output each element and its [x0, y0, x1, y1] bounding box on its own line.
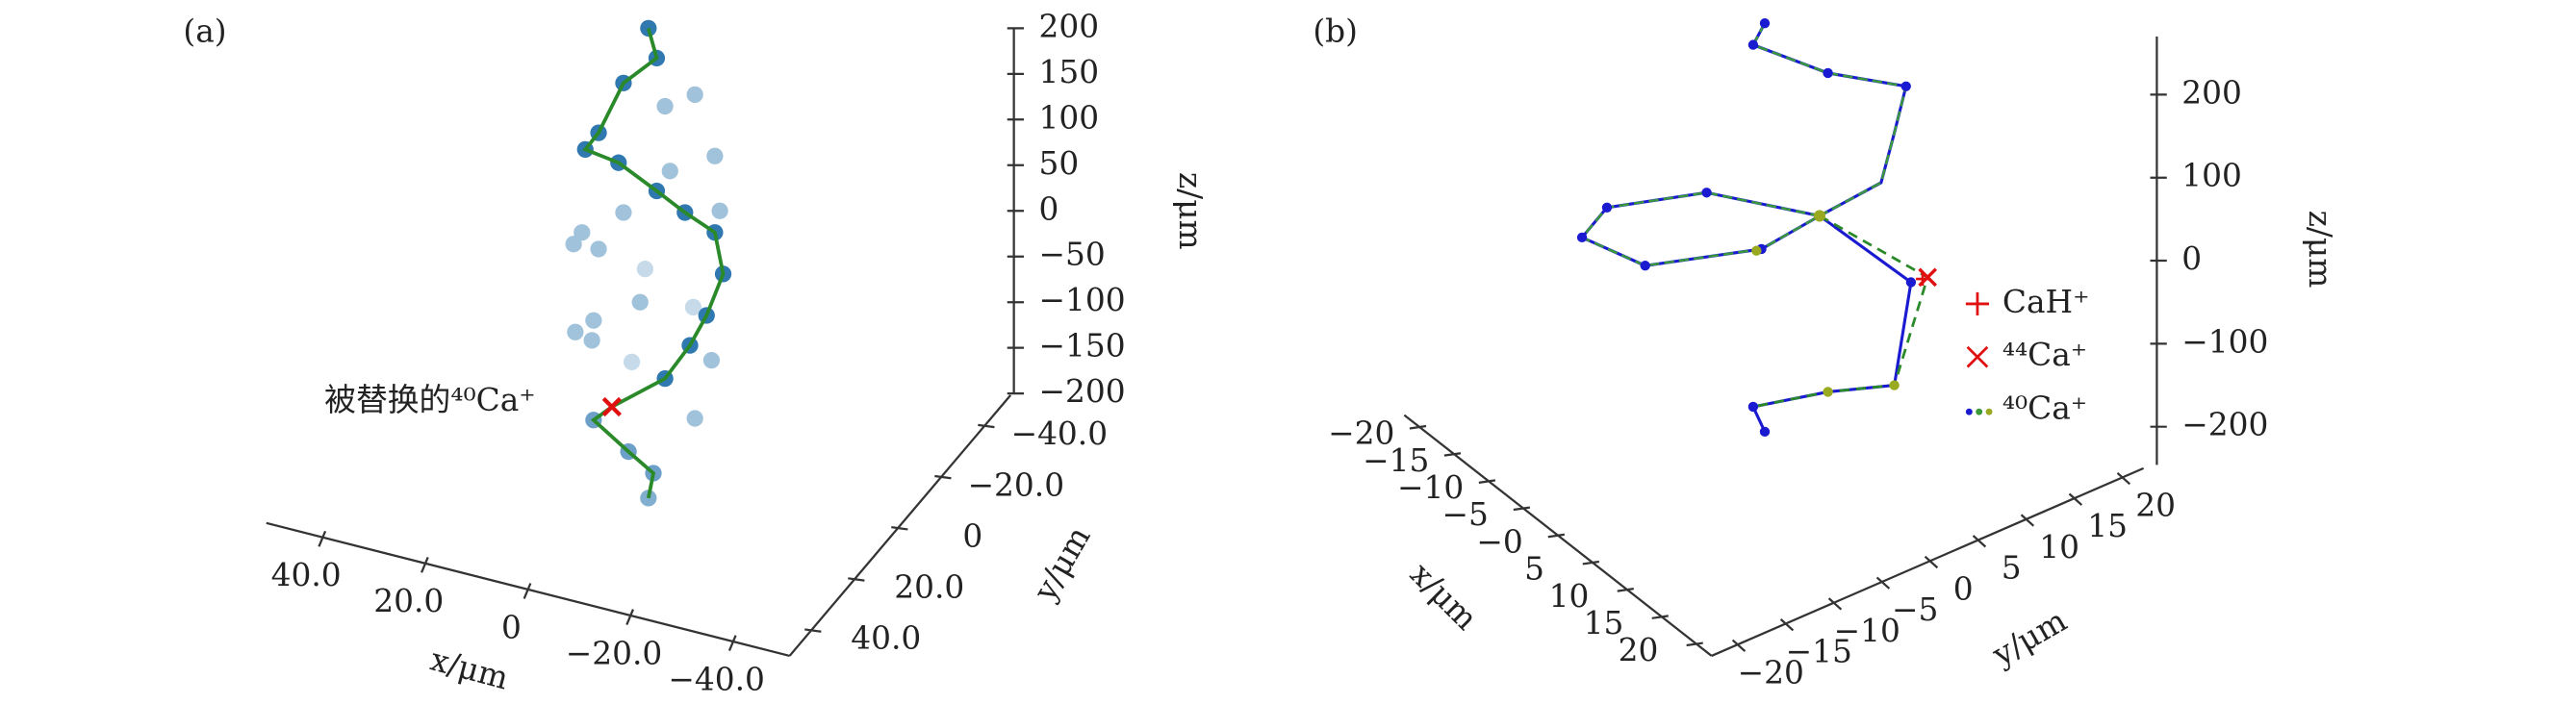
tick-mark — [978, 423, 995, 429]
tick-mark — [1478, 479, 1496, 484]
legend-b-marks — [1965, 291, 1993, 415]
legend-label: ⁴⁰Ca⁺ — [2002, 390, 2087, 426]
panel-a-ions — [565, 19, 732, 507]
tick-label: 5 — [1524, 551, 1544, 588]
tick-label: 100 — [1039, 99, 1100, 136]
tick-label: 20.0 — [894, 569, 964, 606]
tick-mark — [1686, 641, 1703, 647]
tick-label: −10 — [1834, 613, 1900, 649]
tick-label: −200 — [2181, 407, 2268, 443]
tick-label: −10 — [1397, 469, 1464, 506]
tick-label: 0 — [2181, 240, 2202, 277]
tick-label: 200 — [1039, 8, 1100, 44]
axis-label: x/μm — [426, 641, 512, 697]
legend-label: ⁴⁴Ca⁺ — [2002, 337, 2087, 373]
tick-mark — [2020, 514, 2035, 527]
panel-b-ions — [1576, 17, 1938, 438]
tick-mark — [421, 556, 429, 573]
tick-mark — [1731, 639, 1747, 652]
annotation: 被替换的⁴⁰Ca⁺ — [324, 382, 535, 418]
tick-label: 15 — [1584, 605, 1624, 641]
tick-mark — [1875, 576, 1891, 590]
tick-mark — [727, 635, 737, 652]
tick-mark — [1443, 452, 1462, 457]
tick-label: 50 — [1039, 145, 1080, 182]
tick-mark — [625, 609, 634, 625]
tick-label: −20 — [1328, 415, 1394, 452]
axis-label: y/μm — [1985, 602, 2073, 673]
tick-label: −200 — [1039, 373, 1126, 410]
tick-mark — [1779, 618, 1795, 632]
legend-label: CaH⁺ — [2002, 284, 2090, 320]
tick-label: 150 — [1039, 54, 1100, 90]
tick-mark — [891, 526, 908, 531]
tick-label: 40.0 — [851, 620, 921, 657]
tick-mark — [2068, 492, 2083, 506]
tick-label: 20 — [1619, 632, 1659, 668]
tick-mark — [2116, 471, 2131, 486]
tick-mark — [1827, 597, 1843, 611]
tick-label: 20.0 — [373, 583, 444, 619]
tick-label: −50 — [1039, 237, 1106, 273]
tick-label: −40.0 — [668, 661, 765, 697]
panel-label: (a) — [183, 13, 226, 50]
tick-label: −15 — [1363, 442, 1429, 479]
tick-mark — [804, 628, 822, 633]
tick-mark — [934, 474, 952, 480]
tick-label: 40.0 — [271, 557, 342, 593]
tick-label: 0 — [501, 609, 522, 645]
axis-label: y/μm — [1026, 520, 1097, 608]
tick-label: −5 — [1441, 496, 1488, 533]
tick-label: −150 — [1039, 328, 1126, 365]
tick-mark — [1547, 533, 1566, 539]
tick-label: −15 — [1786, 634, 1852, 670]
tick-label: −5 — [1892, 591, 1938, 628]
tick-label: −100 — [1039, 282, 1126, 318]
tick-label: 100 — [2181, 158, 2242, 194]
tick-label: −100 — [2181, 323, 2268, 360]
tick-label: −20.0 — [968, 466, 1065, 503]
tick-mark — [1409, 424, 1427, 430]
tick-label: −40.0 — [1011, 415, 1109, 452]
tick-mark — [318, 530, 327, 547]
tick-label: 15 — [2087, 508, 2128, 544]
tick-label: 5 — [2002, 550, 2022, 587]
axis-label: z/μm — [2302, 211, 2338, 289]
tick-label: 0 — [1039, 190, 1059, 227]
tick-label: 20 — [2135, 487, 2176, 523]
panel-label: (b) — [1313, 13, 1358, 50]
tick-label: 10 — [1549, 578, 1590, 615]
tick-mark — [1651, 615, 1669, 619]
tick-mark — [1513, 506, 1531, 512]
tick-label: 200 — [2181, 74, 2242, 111]
axis-line — [1711, 466, 2145, 657]
tick-label: −20 — [1738, 654, 1804, 691]
tick-mark — [1582, 560, 1600, 566]
tick-mark — [1972, 535, 1987, 548]
tick-mark — [523, 583, 532, 599]
axis-label: z/μm — [1172, 172, 1209, 250]
tick-label: −20.0 — [566, 635, 663, 671]
tick-label: 0 — [1953, 570, 1974, 607]
tick-mark — [1924, 555, 1939, 569]
axis-line — [788, 394, 1012, 657]
tick-label: 0 — [962, 517, 982, 554]
tick-label: −0 — [1476, 523, 1522, 560]
tick-label: 10 — [2039, 529, 2079, 566]
tick-mark — [1617, 588, 1634, 592]
tick-mark — [848, 577, 865, 582]
axis-label: x/μm — [1403, 556, 1485, 638]
